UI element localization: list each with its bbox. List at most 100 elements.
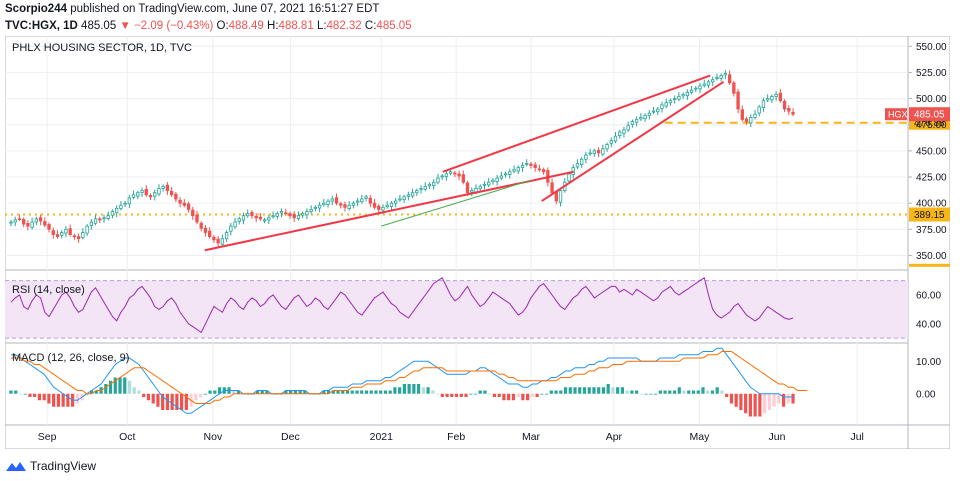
macd-histogram-bar <box>720 390 724 394</box>
macd-histogram-bar <box>165 393 170 410</box>
macd-histogram-bar <box>161 393 165 410</box>
candle-body <box>711 79 715 83</box>
candle-body <box>448 171 453 174</box>
price-tick-label: 400.00 <box>916 199 947 210</box>
trendline[interactable] <box>204 170 575 252</box>
macd-histogram-bar <box>379 390 383 394</box>
publish-info: Scorpio244 published on TradingView.com,… <box>5 3 379 15</box>
candle-body <box>385 204 389 208</box>
macd-histogram-bar <box>606 384 610 394</box>
candle-body <box>305 211 309 216</box>
candle-body <box>360 198 364 203</box>
macd-histogram-bar <box>653 393 658 395</box>
price-pane-title: PHLX HOUSING SECTOR, 1D, TVC <box>12 42 192 54</box>
candle-body <box>51 230 55 235</box>
candle-body <box>199 222 203 229</box>
support-levels: 476.88 389.15 485.05 HGX <box>5 107 950 267</box>
candle-body <box>81 232 85 238</box>
macd-histogram-bar <box>601 387 606 394</box>
open-value: 488.49 <box>228 20 264 32</box>
macd-histogram-bar <box>104 384 108 394</box>
macd-histogram-bar <box>398 387 402 394</box>
candle-body <box>127 197 132 205</box>
trendlines[interactable] <box>204 74 725 252</box>
chart-area[interactable]: 476.88 389.15 485.05 HGX 60.00 40.00 10.00 0.… <box>4 35 951 450</box>
candle-body <box>715 77 719 80</box>
candle-body <box>601 148 605 155</box>
candle-body <box>584 154 588 160</box>
macd-histogram-bar <box>184 393 188 410</box>
footer-brand[interactable]: TradingView <box>30 459 97 473</box>
macd-histogram-bar <box>644 393 648 395</box>
macd-histogram-bar <box>526 393 530 401</box>
signal-line <box>11 351 808 404</box>
macd-histogram-bar <box>554 390 558 394</box>
candle-body <box>339 203 343 206</box>
candle-body <box>377 205 381 210</box>
candle-body <box>309 209 313 212</box>
macd-histogram-bar <box>137 390 141 394</box>
macd-histogram-bar <box>213 390 217 394</box>
candle-body <box>326 200 330 205</box>
published-text: published on TradingView.com, June 07, 2… <box>70 3 380 15</box>
x-tick-label: Apr <box>606 431 623 443</box>
macd-histogram-bar <box>9 390 13 394</box>
candle-body <box>275 213 279 217</box>
macd-histogram-bar <box>350 390 354 394</box>
macd-histogram-bar <box>658 390 662 394</box>
chart-border <box>4 35 951 450</box>
macd-histogram-bar <box>94 390 98 394</box>
macd-histogram-bar <box>56 393 60 407</box>
candle-body <box>254 215 258 219</box>
candle-body <box>389 202 394 207</box>
macd-histogram-bar <box>492 393 497 397</box>
candle-body <box>596 149 601 154</box>
trendline[interactable] <box>541 80 725 202</box>
candle-body <box>415 190 419 194</box>
candle-body <box>182 202 186 206</box>
candle-body <box>766 98 770 101</box>
candle-body <box>410 192 415 197</box>
high-label: H: <box>267 20 279 32</box>
candle-body <box>148 195 153 198</box>
macd-histogram-bar <box>620 387 625 394</box>
candle-body <box>698 85 702 90</box>
macd-histogram-bar <box>383 390 388 394</box>
macd-histogram-bar <box>435 393 440 395</box>
macd-histogram-bar <box>762 393 767 414</box>
candle-body <box>478 186 482 189</box>
candle-body <box>664 102 668 107</box>
close-label: C: <box>364 20 377 32</box>
macd-histogram-bar <box>677 387 681 394</box>
candle-body <box>618 131 622 136</box>
candle-body <box>787 108 791 112</box>
candle-body <box>322 202 326 206</box>
candle-body <box>195 214 199 223</box>
x-tick-label: 2021 <box>370 431 394 443</box>
candle-body <box>499 175 504 179</box>
macd-histogram-bar <box>777 393 781 404</box>
change-arrow-icon: ▼ <box>119 20 131 32</box>
candle-body <box>533 164 537 168</box>
chart-svg[interactable]: 476.88 389.15 485.05 HGX 60.00 40.00 10.00 0.… <box>4 35 951 450</box>
rsi-band <box>5 280 908 339</box>
candle-body <box>461 174 465 183</box>
candle-body <box>588 152 592 155</box>
macd-histogram-bar <box>715 387 719 394</box>
macd-histogram-bar <box>331 390 335 394</box>
trendline[interactable] <box>381 179 532 227</box>
macd-histogram-bar <box>289 390 293 394</box>
price-tick-label: 450.00 <box>916 146 947 157</box>
author-name[interactable]: Scorpio244 <box>5 3 67 15</box>
macd-histogram-bar <box>198 393 203 397</box>
x-tick-label: Dec <box>281 431 300 443</box>
macd-histogram-bar <box>630 390 634 394</box>
macd-histogram-bar <box>303 390 307 394</box>
macd-histogram-bar <box>417 384 421 394</box>
trendline[interactable] <box>442 74 711 173</box>
candle-body <box>38 217 43 222</box>
candle-body <box>301 213 305 216</box>
candle-body <box>364 196 368 199</box>
last-price-tag-bg <box>909 107 950 122</box>
macd-histogram-bar <box>326 390 331 394</box>
